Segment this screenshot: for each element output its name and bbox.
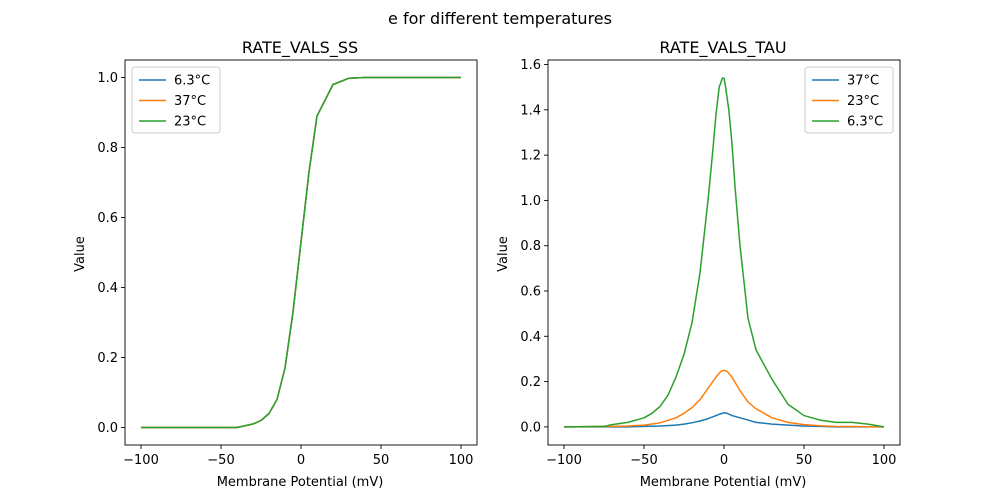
right-ytick-label: 0.8	[520, 239, 541, 254]
right-xtick-label: 100	[872, 453, 897, 468]
right-legend-label-1: 37°C	[847, 74, 879, 89]
right-ytick-label: 0.0	[520, 420, 541, 435]
left-series-line-3	[141, 76, 461, 429]
right-xtick-label: 0	[720, 453, 728, 468]
left-ytick-label: 0.0	[97, 421, 118, 436]
left-axes-ylabel: Value	[73, 236, 88, 272]
right-axes-xlabel: Membrane Potential (mV)	[640, 475, 807, 490]
right-axes-title: RATE_VALS_TAU	[659, 38, 786, 58]
right-series-line-1	[564, 412, 884, 428]
right-ytick-label: 1.4	[520, 103, 541, 118]
right-ytick-label: 0.4	[520, 330, 541, 345]
left-xtick-label: 50	[373, 453, 390, 468]
right-xtick-label: 50	[796, 453, 813, 468]
left-axes-title: RATE_VALS_SS	[242, 38, 358, 58]
right-ytick-label: 0.6	[520, 285, 541, 300]
right-axes-ylabel: Value	[496, 236, 511, 272]
left-ytick-label: 1.0	[97, 71, 118, 86]
right-ytick-label: 0.2	[520, 375, 541, 390]
right-ytick-label: 1.6	[520, 58, 541, 73]
right-xtick-label: −50	[630, 453, 657, 468]
right-series-line-3	[563, 77, 885, 428]
right-legend: 37°C 23°C 6.3°C	[804, 66, 894, 134]
left-series-group	[141, 76, 461, 429]
left-legend-frame	[131, 66, 221, 134]
left-ytick-label: 0.4	[97, 281, 118, 296]
left-axes-xlabel: Membrane Potential (mV)	[217, 475, 384, 490]
right-ytick-label: 1.2	[520, 149, 541, 164]
right-legend-label-2: 23°C	[847, 94, 879, 109]
left-legend-label-3: 23°C	[174, 115, 206, 130]
right-series-group	[563, 77, 885, 428]
left-xtick-label: 100	[449, 453, 474, 468]
right-axes: RATE_VALS_TAU Membrane Potential (mV) Va…	[496, 38, 901, 490]
left-ytick-label: 0.8	[97, 141, 118, 156]
left-ytick-label: 0.2	[97, 351, 118, 366]
right-legend-frame	[804, 66, 894, 134]
left-legend-label-1: 6.3°C	[174, 74, 210, 89]
left-axes: RATE_VALS_SS Membrane Potential (mV) Val…	[73, 38, 478, 490]
right-xtick-label: −100	[546, 453, 582, 468]
left-xtick-label: −100	[123, 453, 159, 468]
left-xtick-label: −50	[207, 453, 234, 468]
left-xtick-label: 0	[297, 453, 305, 468]
left-ytick-label: 0.6	[97, 211, 118, 226]
right-legend-label-3: 6.3°C	[847, 115, 883, 130]
figure-suptitle: e for different temperatures	[388, 9, 612, 28]
right-series-line-2	[563, 369, 885, 428]
right-ytick-label: 1.0	[520, 194, 541, 209]
left-legend: 6.3°C 37°C 23°C	[131, 66, 221, 134]
left-legend-label-2: 37°C	[174, 94, 206, 109]
